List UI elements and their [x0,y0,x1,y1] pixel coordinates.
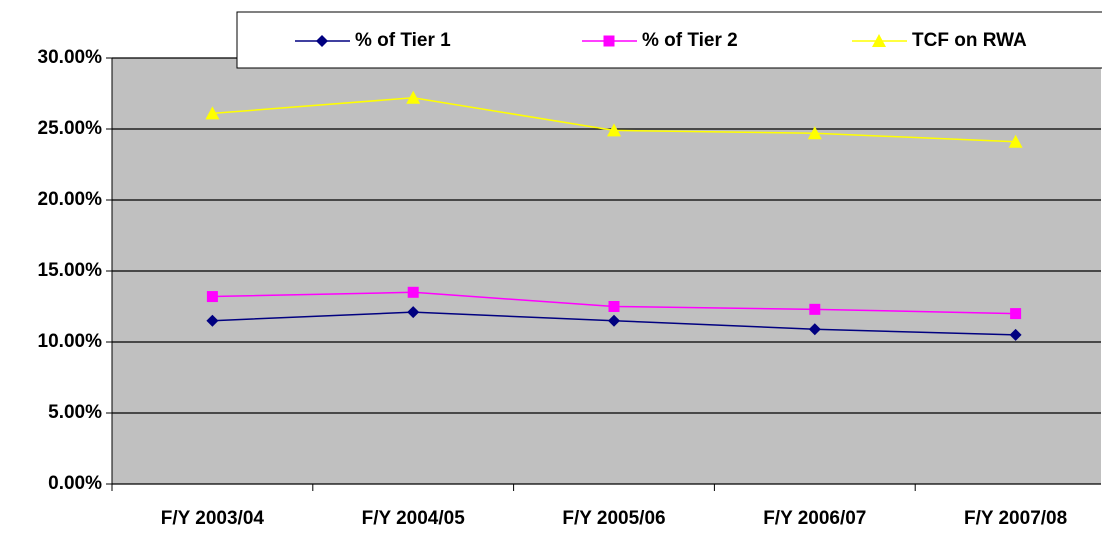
point [1008,134,1023,148]
point [809,303,821,315]
point [807,126,822,140]
point [808,323,821,336]
x-tick-label: F/Y 2004/05 [362,508,466,529]
y-tick-label: 10.00% [38,331,103,352]
point [1010,308,1022,320]
x-tick-label: F/Y 2007/08 [964,508,1067,529]
legend-marker [872,34,886,47]
point [406,90,421,104]
point [206,291,218,303]
point [1009,328,1022,341]
point [407,286,419,298]
point [607,123,621,137]
legend-marker [316,35,328,47]
x-tick-label: F/Y 2006/07 [763,508,866,529]
y-tick-label: 30.00% [38,47,103,68]
y-tick-label: 5.00% [48,402,102,423]
legend-label: % of Tier 2 [642,30,738,51]
legend-label: TCF on RWA [912,30,1027,51]
point [206,314,219,327]
point [407,306,420,319]
y-tick-label: 15.00% [38,260,103,281]
legend-marker [603,35,615,47]
point [608,314,620,327]
y-tick-label: 25.00% [38,118,103,139]
x-tick-label: F/Y 2003/04 [161,508,265,529]
y-tick-label: 0.00% [48,473,102,494]
x-tick-label: F/Y 2005/06 [562,508,665,529]
point [608,301,620,312]
point [205,106,220,120]
y-tick-label: 20.00% [38,189,103,210]
legend [236,11,1102,69]
legend-label: % of Tier 1 [355,30,451,51]
